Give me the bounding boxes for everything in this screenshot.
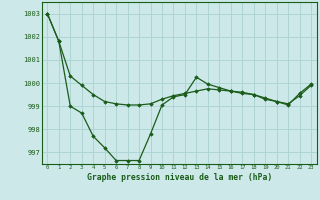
X-axis label: Graphe pression niveau de la mer (hPa): Graphe pression niveau de la mer (hPa) [87,173,272,182]
